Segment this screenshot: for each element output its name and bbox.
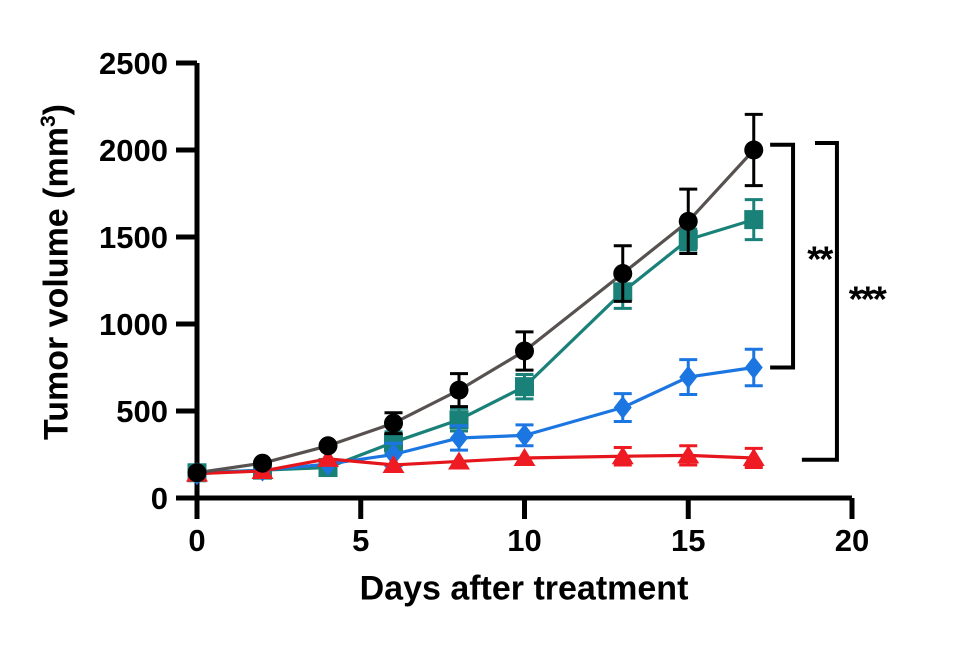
marker-circle-black-circles <box>449 380 469 400</box>
y-axis-title-superscript: 3 <box>37 115 61 128</box>
y-tick-label: 500 <box>116 394 168 429</box>
marker-triangle-red-triangles <box>513 447 536 466</box>
series-black-circles <box>187 112 764 483</box>
marker-circle-black-circles <box>384 413 403 433</box>
x-tick-label: 10 <box>507 523 541 558</box>
y-tick-label: 1000 <box>99 307 168 342</box>
marker-circle-black-circles <box>253 453 272 473</box>
x-tick-label: 20 <box>835 523 869 558</box>
series-red-triangles <box>186 444 765 482</box>
marker-triangle-red-triangles <box>448 451 470 470</box>
marker-triangle-red-triangles <box>382 454 405 473</box>
marker-circle-black-circles <box>613 264 633 284</box>
tick-marks-and-labels: 0 500 1000 1500 2000 2500 0 5 10 15 20 <box>99 46 869 558</box>
y-tick-label: 0 <box>151 481 168 516</box>
significance-stars: ** <box>807 239 833 280</box>
y-axis-title-suffix: ) <box>37 103 76 116</box>
marker-triangle-red-triangles <box>611 446 634 465</box>
significance-stars: *** <box>849 279 887 320</box>
x-tick-label: 0 <box>188 523 205 558</box>
significance-bracket-1: ** <box>770 142 835 370</box>
marker-square-teal-squares <box>744 210 764 230</box>
marker-diamond-blue-diamonds <box>613 396 632 420</box>
bracket-line <box>770 142 796 370</box>
marker-triangle-red-triangles <box>677 445 700 464</box>
y-axis-title: Tumor volume (mm3) <box>37 103 77 441</box>
marker-circle-black-circles <box>318 436 338 456</box>
x-tick-label: 5 <box>352 523 369 558</box>
series-blue-diamonds <box>188 347 763 486</box>
x-tick-label: 15 <box>671 523 705 558</box>
y-axis-title-text: Tumor volume (mm <box>37 127 76 441</box>
series-teal-squares <box>187 198 764 483</box>
marker-diamond-blue-diamonds <box>679 365 698 389</box>
bracket-line <box>801 141 839 462</box>
marker-circle-black-circles <box>187 463 207 483</box>
y-tick-label: 2000 <box>99 133 168 168</box>
series-line-black-circles <box>196 148 755 475</box>
x-axis-title: Days after treatment <box>359 569 689 608</box>
marker-triangle-red-triangles <box>742 447 765 466</box>
marker-diamond-blue-diamonds <box>450 426 468 450</box>
marker-circle-black-circles <box>678 211 698 231</box>
marker-circle-black-circles <box>515 341 534 361</box>
y-tick-label: 2500 <box>99 46 168 81</box>
significance-bracket-2: *** <box>801 141 889 462</box>
marker-circle-black-circles <box>744 140 764 160</box>
marker-square-teal-squares <box>515 377 534 397</box>
y-tick-label: 1500 <box>99 220 168 255</box>
marker-triangle-red-triangles <box>317 448 339 467</box>
marker-diamond-blue-diamonds <box>744 356 763 379</box>
series-line-teal-squares <box>196 218 755 475</box>
marker-diamond-blue-diamonds <box>384 443 403 466</box>
marker-diamond-blue-diamonds <box>515 423 534 447</box>
